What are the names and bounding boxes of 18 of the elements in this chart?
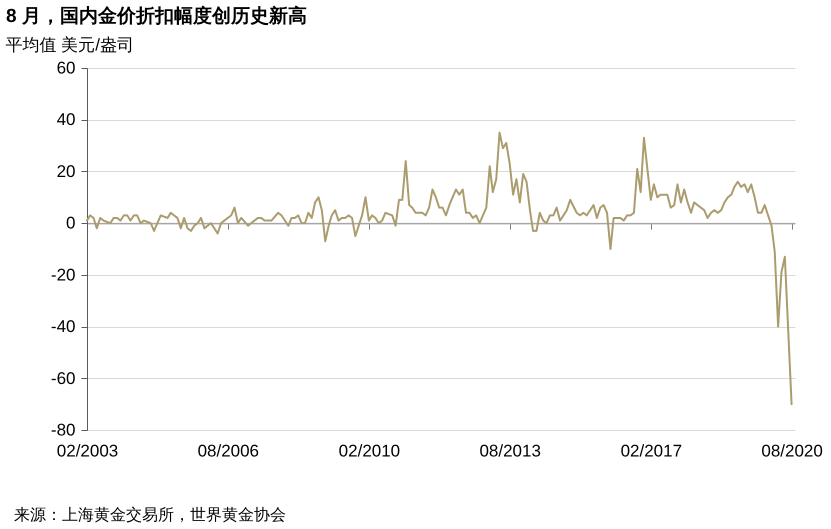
y-tick-label: -60 <box>50 368 76 388</box>
y-tick-label: 60 <box>56 58 76 78</box>
x-tick-label: 08/2006 <box>198 442 260 460</box>
y-axis-title: 平均值 美元/盎司 <box>6 36 134 54</box>
x-tick-label: 02/2017 <box>620 442 682 460</box>
y-tick-label: -20 <box>50 265 76 284</box>
y-tick-label: 20 <box>56 162 76 181</box>
source-note: 来源：上海黄金交易所，世界黄金协会 <box>14 506 286 524</box>
y-tick-label: 40 <box>56 110 76 130</box>
chart-title: 8 月，国内金价折扣幅度创历史新高 <box>6 5 307 27</box>
y-tick-label: 0 <box>66 214 76 233</box>
x-tick-label: 08/2020 <box>761 442 823 460</box>
x-tick-label: 02/2010 <box>338 442 400 460</box>
y-tick-label: -40 <box>50 317 76 336</box>
y-tick-label: -80 <box>50 420 76 440</box>
x-tick-label: 08/2013 <box>479 442 541 460</box>
x-tick-label: 02/2003 <box>56 442 118 460</box>
line-series <box>86 132 793 406</box>
